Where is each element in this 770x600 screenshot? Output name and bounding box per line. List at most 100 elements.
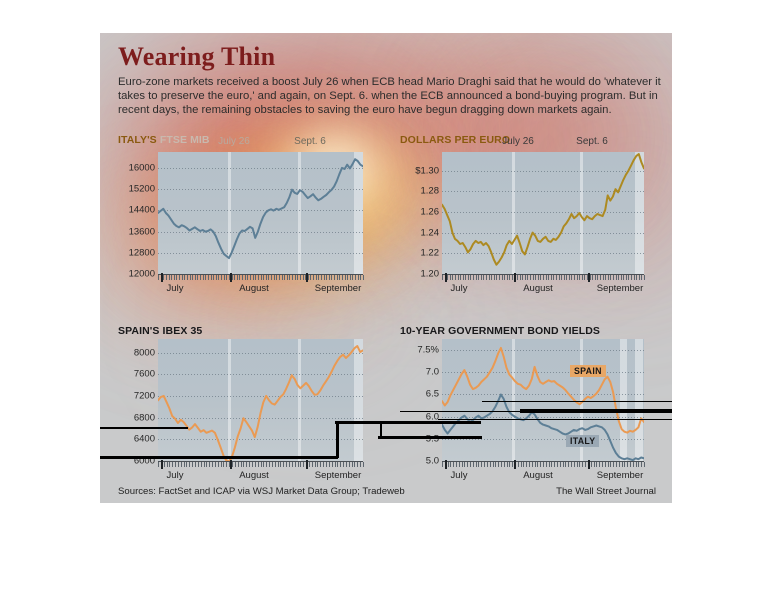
x-tick — [158, 275, 159, 280]
y-axis-tick-label: 6000 — [133, 455, 155, 467]
x-tick — [561, 275, 563, 280]
x-tick — [618, 462, 620, 467]
x-tick — [209, 462, 211, 467]
x-tick — [278, 275, 280, 280]
x-tick — [315, 275, 317, 280]
x-tick-major — [161, 273, 163, 282]
series-line-spain — [442, 346, 644, 434]
y-axis-tick-label: 15200 — [128, 183, 155, 195]
x-tick — [195, 462, 196, 467]
x-tick — [302, 275, 304, 280]
x-tick — [299, 275, 301, 280]
chart-dollars-per-euro: DOLLARS PER EURO 1.20 1.22 1.24 1.26 1.28 $1.… — [400, 134, 656, 319]
x-tick — [635, 462, 637, 467]
plot-area — [158, 152, 363, 274]
x-tick — [592, 275, 594, 280]
x-tick — [247, 275, 249, 280]
x-tick — [447, 275, 449, 280]
event-band-2 — [580, 339, 583, 461]
series-layer — [442, 346, 644, 461]
x-tick-major — [588, 273, 590, 282]
x-tick — [633, 275, 635, 280]
x-tick — [593, 462, 595, 467]
x-tick — [317, 462, 319, 467]
x-tick — [473, 275, 475, 280]
x-tick — [558, 275, 560, 280]
series-line-italy — [442, 393, 644, 461]
x-tick — [517, 462, 519, 467]
x-tick — [207, 275, 209, 280]
x-tick — [234, 275, 236, 280]
gridline — [442, 394, 644, 396]
x-tick — [624, 462, 626, 467]
x-tick — [579, 275, 581, 280]
x-tick — [584, 275, 586, 280]
chart-title-bonds: 10-YEAR GOVERNMENT BOND YIELDS — [400, 325, 601, 337]
x-tick — [454, 275, 456, 280]
x-axis-tick-label: September — [314, 283, 362, 294]
x-tick — [607, 275, 609, 280]
x-tick — [615, 462, 617, 467]
gridline — [442, 438, 644, 440]
x-tick — [585, 462, 587, 467]
x-tick — [341, 275, 343, 280]
chart-title-spain: SPAIN'S IBEX 35 — [118, 325, 203, 337]
x-tick — [336, 275, 338, 280]
x-tick — [218, 275, 220, 280]
y-axis-tick-label: $1.30 — [415, 165, 439, 177]
x-tick — [488, 275, 490, 280]
scan-artifact-line-8 — [438, 419, 672, 420]
x-tick — [254, 462, 256, 467]
x-tick — [581, 275, 583, 280]
chart-spain-ibex-35: SPAIN'S IBEX 35 6000 6400 6800 7200 7600 8000… — [118, 325, 380, 503]
x-tick — [297, 462, 299, 467]
scan-artifact-line-2 — [335, 421, 481, 424]
x-tick — [249, 462, 251, 467]
x-tick — [576, 275, 578, 280]
x-tick — [340, 462, 342, 467]
x-axis-tick-label: July — [450, 283, 468, 294]
x-tick — [360, 275, 362, 280]
y-axis-tick-label: 6.0 — [425, 411, 439, 423]
series-layer — [158, 345, 363, 461]
x-tick-major — [514, 460, 516, 469]
source-note: Sources: FactSet and ICAP via WSJ Market… — [118, 486, 405, 497]
x-tick — [557, 462, 559, 467]
x-tick — [263, 275, 265, 280]
series-line-ftse-mib — [158, 158, 363, 260]
x-tick-major — [306, 460, 308, 469]
x-tick — [237, 462, 239, 467]
x-tick — [590, 462, 592, 467]
y-axis-tick-label: 8000 — [133, 347, 155, 359]
x-axis-tick-label: September — [596, 470, 644, 481]
x-tick — [509, 462, 511, 467]
plot-euro: 1.20 1.22 1.24 1.26 1.28 $1.30 July August Septe… — [415, 136, 645, 294]
series-label-italy: ITALY — [566, 435, 600, 447]
x-tick — [266, 462, 268, 467]
x-tick — [484, 462, 486, 467]
event-band-1 — [512, 339, 515, 461]
x-tick-major — [161, 460, 163, 469]
x-tick — [574, 275, 576, 280]
x-tick — [363, 275, 364, 280]
x-tick-major — [230, 460, 232, 469]
x-tick — [506, 462, 508, 467]
x-tick — [615, 275, 617, 280]
gridline — [442, 372, 644, 374]
x-tick — [562, 462, 564, 467]
scan-artifact-line-1 — [100, 456, 338, 459]
x-tick — [613, 462, 615, 467]
x-tick — [498, 275, 500, 280]
plot-area — [442, 339, 644, 461]
x-tick — [531, 462, 533, 467]
x-tick — [186, 462, 188, 467]
plot-area — [158, 339, 363, 461]
x-axis-tick-label: July — [450, 470, 468, 481]
x-tick — [496, 275, 498, 280]
plot-spain: 6000 6400 6800 7200 7600 8000 July August Septem… — [134, 339, 364, 481]
x-tick — [213, 275, 215, 280]
x-tick — [328, 462, 330, 467]
x-tick — [283, 462, 285, 467]
x-tick — [631, 275, 633, 280]
x-tick — [186, 275, 188, 280]
